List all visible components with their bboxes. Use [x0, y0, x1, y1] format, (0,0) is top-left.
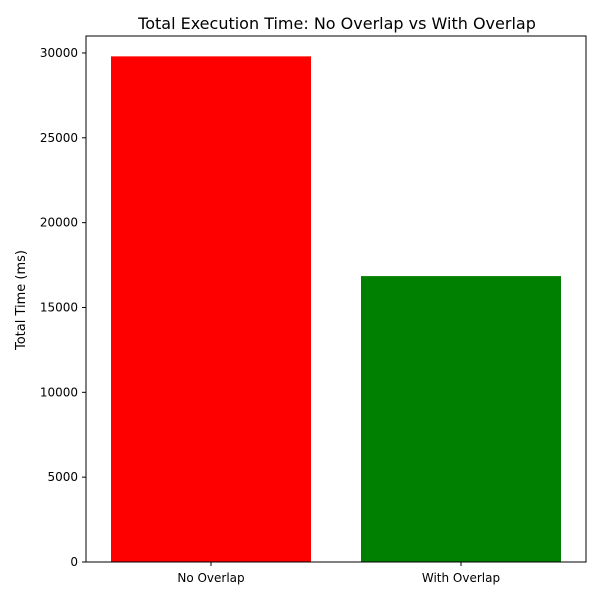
x-axis: No Overlap With Overlap [177, 562, 500, 585]
y-axis-label: Total Time (ms) [14, 250, 29, 351]
bar-with-overlap [361, 276, 561, 562]
plot-frame [85, 35, 587, 563]
bar-no-overlap [111, 56, 311, 562]
chart-title: Total Execution Time: No Overlap vs With… [137, 14, 536, 33]
y-tick-label: 5000 [47, 470, 78, 484]
y-tick-label: 0 [70, 555, 78, 569]
y-tick-label: 20000 [40, 216, 78, 230]
y-tick-label: 15000 [40, 300, 78, 314]
y-tick-label: 25000 [40, 131, 78, 145]
x-tick-label: With Overlap [422, 571, 500, 585]
x-tick-label: No Overlap [177, 571, 244, 585]
y-tick-label: 10000 [40, 385, 78, 399]
y-tick-label: 30000 [40, 46, 78, 60]
bars-layer [111, 56, 561, 562]
y-axis: 0 5000 10000 15000 20000 25000 30000 [40, 46, 86, 569]
